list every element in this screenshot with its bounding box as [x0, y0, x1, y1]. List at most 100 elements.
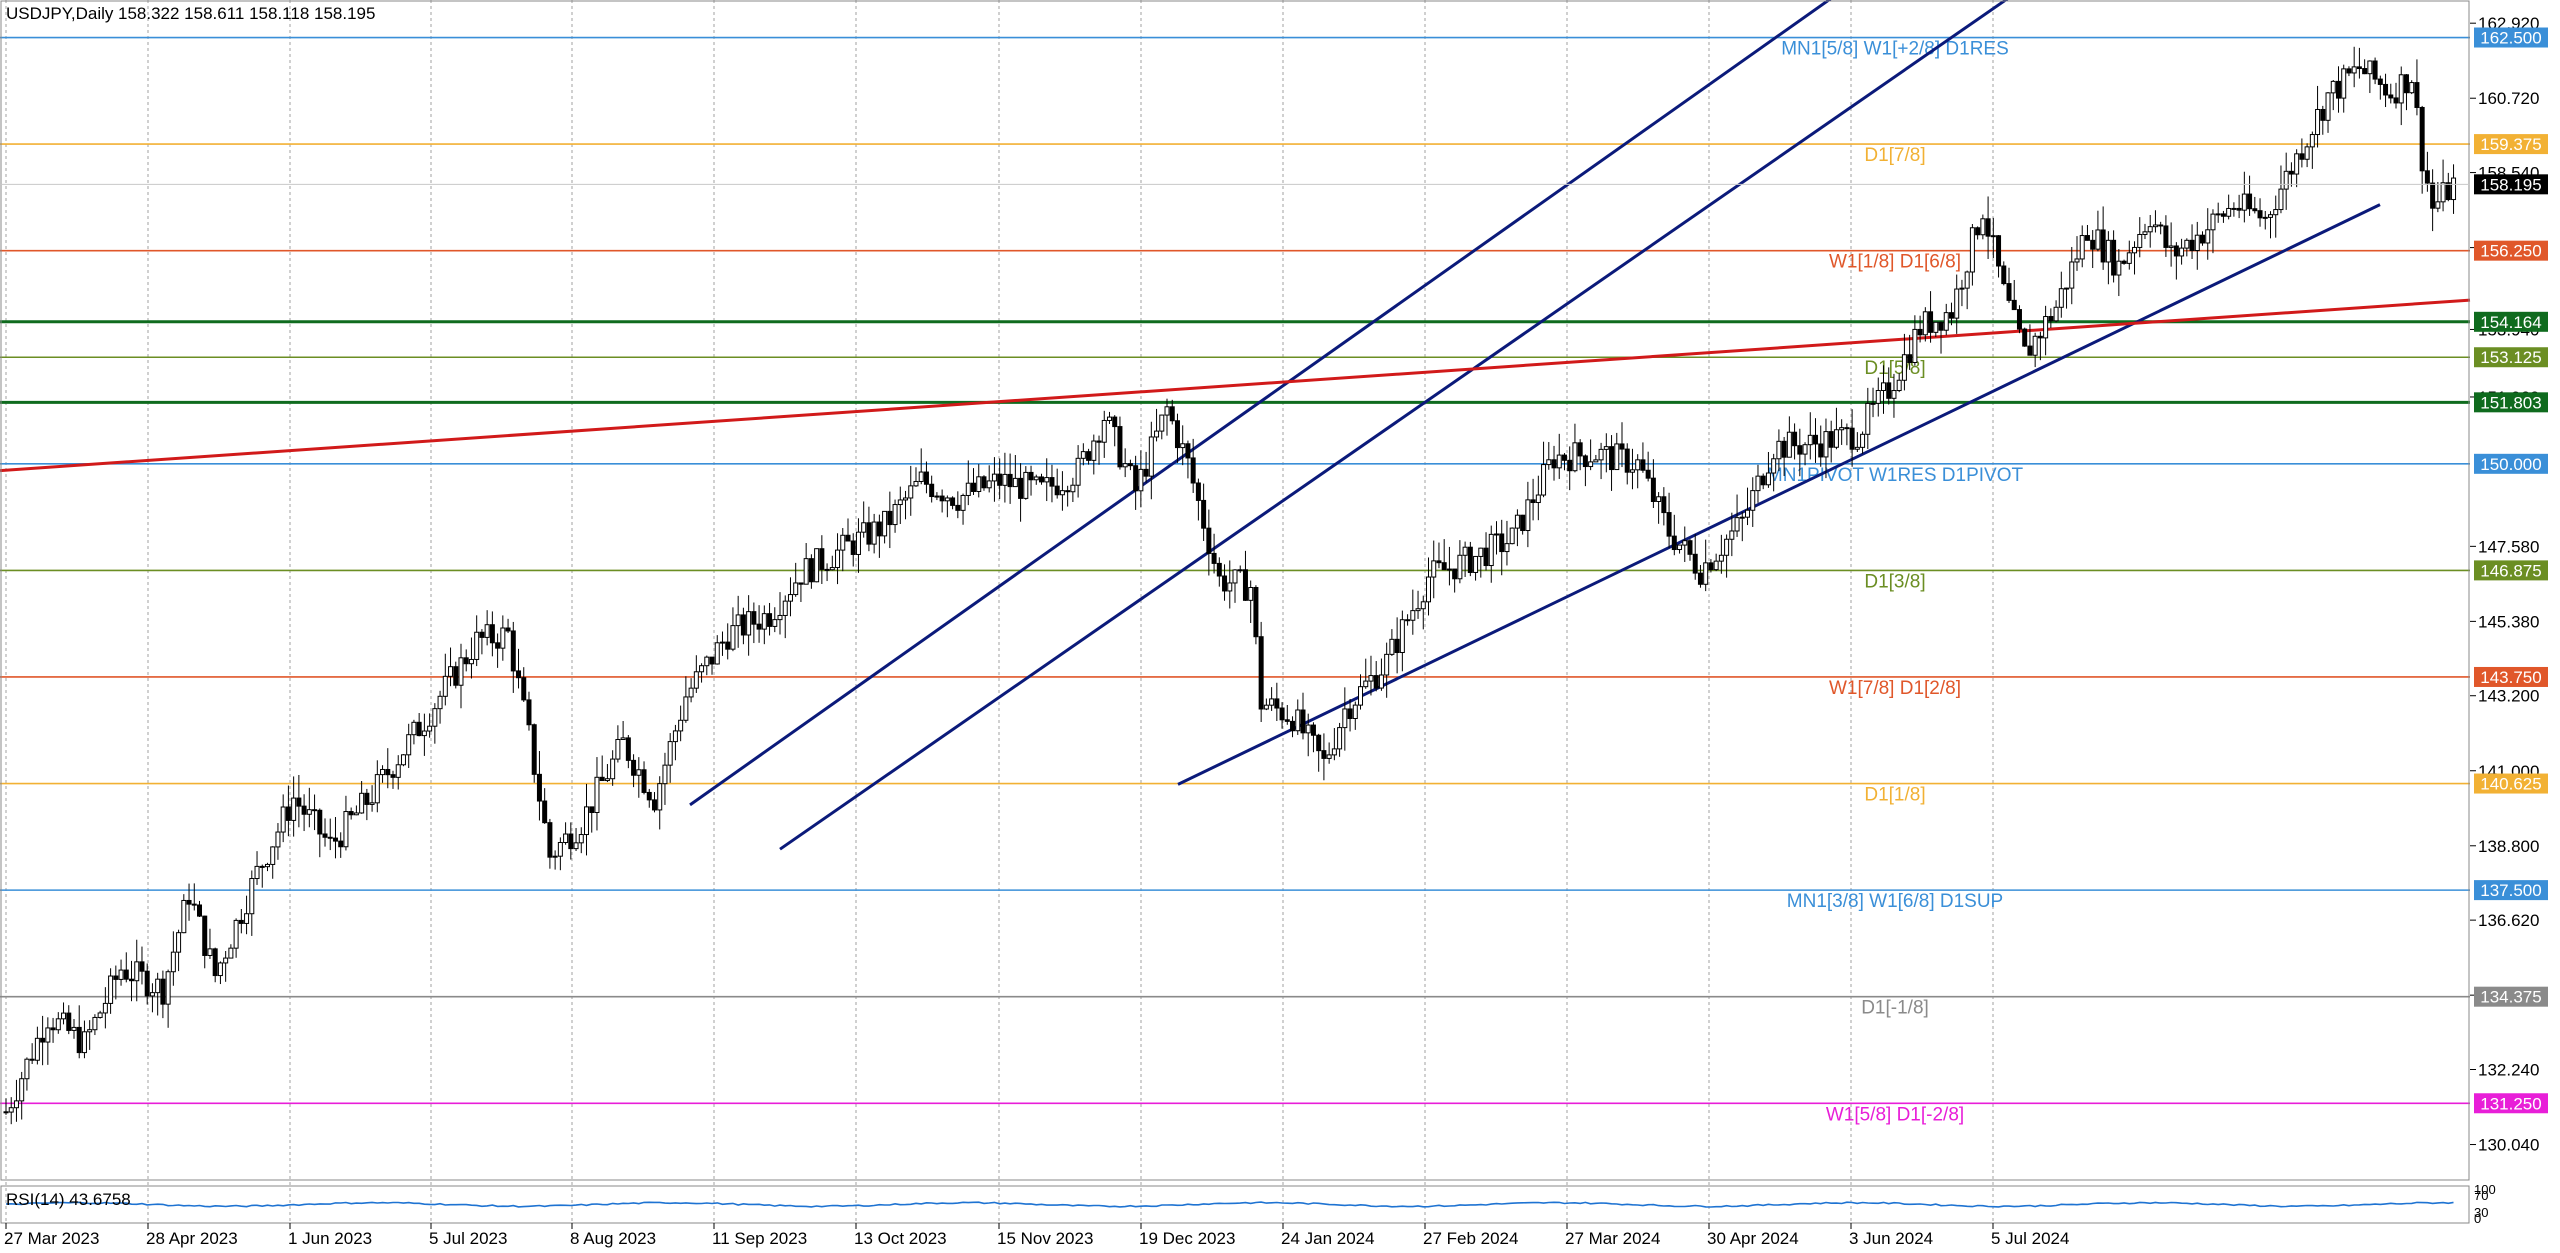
candle-body — [604, 778, 610, 782]
candle-body — [777, 614, 783, 621]
candle-body — [850, 540, 856, 555]
candles — [3, 46, 2457, 1125]
candle-body — [1922, 311, 1928, 336]
candle-body — [2220, 213, 2226, 217]
candle-body — [2205, 229, 2211, 244]
candle-body — [76, 1026, 82, 1054]
rsi-scale-label: 100 — [2474, 1182, 2496, 1197]
candle-body — [1493, 533, 1499, 536]
candle-body — [2362, 68, 2368, 75]
candle-body — [814, 548, 820, 583]
candle-body — [2325, 92, 2331, 121]
candle-body — [1446, 568, 1452, 571]
candle-body — [400, 754, 406, 766]
candle-body — [1222, 575, 1228, 592]
candle-body — [202, 915, 208, 956]
candle-body — [1201, 499, 1207, 529]
candle-body — [1514, 514, 1520, 529]
candle-body — [495, 642, 501, 649]
candle-body — [102, 1002, 108, 1014]
candle-body — [254, 865, 260, 880]
current-price-label: 158.195 — [2480, 175, 2541, 194]
candle-body — [197, 904, 203, 917]
candle-body — [1300, 709, 1306, 734]
price-tag — [2474, 392, 2548, 413]
price-tag-label: 151.803 — [2480, 393, 2541, 412]
candle-body — [160, 978, 166, 1005]
candle-body — [2445, 182, 2451, 201]
candle-body — [500, 627, 506, 649]
candle-body — [1488, 533, 1494, 567]
candle-body — [1002, 473, 1008, 486]
candle-body — [406, 734, 412, 756]
candle-body — [1776, 440, 1782, 460]
candle-body — [929, 483, 935, 498]
candle-body — [1650, 477, 1656, 502]
candle-body — [976, 476, 982, 492]
candle-body — [1133, 465, 1139, 492]
candle-body — [672, 730, 678, 743]
candle-body — [322, 833, 328, 838]
candle-body — [2283, 170, 2289, 190]
candle-body — [1692, 553, 1698, 574]
candle-body — [1677, 544, 1683, 551]
price-tag-label: 131.250 — [2480, 1094, 2541, 1113]
candle-body — [327, 836, 333, 839]
candle-body — [1912, 328, 1918, 363]
candle-body — [719, 641, 725, 644]
candle-body — [249, 878, 255, 915]
x-tick-label: 8 Aug 2023 — [570, 1229, 656, 1248]
candle-body — [824, 568, 830, 571]
candle-body — [2027, 345, 2033, 356]
candle-body — [772, 619, 778, 627]
candle-body — [1880, 382, 1886, 392]
candle-body — [1792, 431, 1798, 447]
candle-body — [2173, 245, 2179, 257]
candle-body — [217, 962, 223, 977]
candle-body — [934, 495, 940, 498]
candle-body — [1269, 698, 1275, 706]
candle-body — [2440, 182, 2446, 203]
candle-body — [2424, 170, 2430, 184]
candle-body — [1629, 469, 1635, 473]
level-label: MN1[3/8] W1[6/8] D1SUP — [1787, 891, 2003, 912]
candle-body — [1708, 562, 1714, 571]
candle-body — [1609, 446, 1615, 471]
candle-body — [1415, 608, 1421, 612]
candle-body — [40, 1037, 46, 1043]
candle-body — [1938, 321, 1944, 331]
candle-body — [1096, 440, 1102, 443]
candle-body — [1750, 490, 1756, 511]
candle-body — [55, 1018, 61, 1031]
candle-body — [1263, 704, 1269, 710]
candle-body — [939, 495, 945, 502]
x-tick-label: 27 Mar 2024 — [1565, 1229, 1660, 1248]
price-tag — [2474, 666, 2548, 687]
candle-body — [2262, 216, 2268, 219]
candle-body — [1802, 444, 1808, 455]
candle-body — [1431, 560, 1437, 578]
candle-body — [1148, 436, 1154, 477]
price-tag-label: 156.250 — [2480, 242, 2541, 261]
candle-body — [1870, 402, 1876, 405]
candle-body — [876, 521, 882, 537]
trend-line — [0, 298, 2471, 473]
rsi-label: RSI(14) 43.6758 — [6, 1190, 131, 1209]
candle-body — [1588, 461, 1594, 468]
candle-body — [882, 510, 888, 537]
candle-body — [1985, 218, 1991, 237]
candle-body — [1352, 704, 1358, 720]
candle-body — [631, 759, 637, 776]
rsi-scale-label: 30 — [2474, 1205, 2488, 1220]
candle-body — [1865, 402, 1871, 435]
candle-body — [1535, 494, 1541, 504]
candle-body — [1844, 427, 1850, 430]
candle-body — [646, 791, 652, 801]
candle-body — [359, 792, 365, 814]
candle-body — [144, 970, 150, 997]
candle-body — [207, 948, 213, 956]
price-tag — [2474, 560, 2548, 581]
candle-body — [1530, 499, 1536, 504]
price-tag — [2474, 347, 2548, 368]
